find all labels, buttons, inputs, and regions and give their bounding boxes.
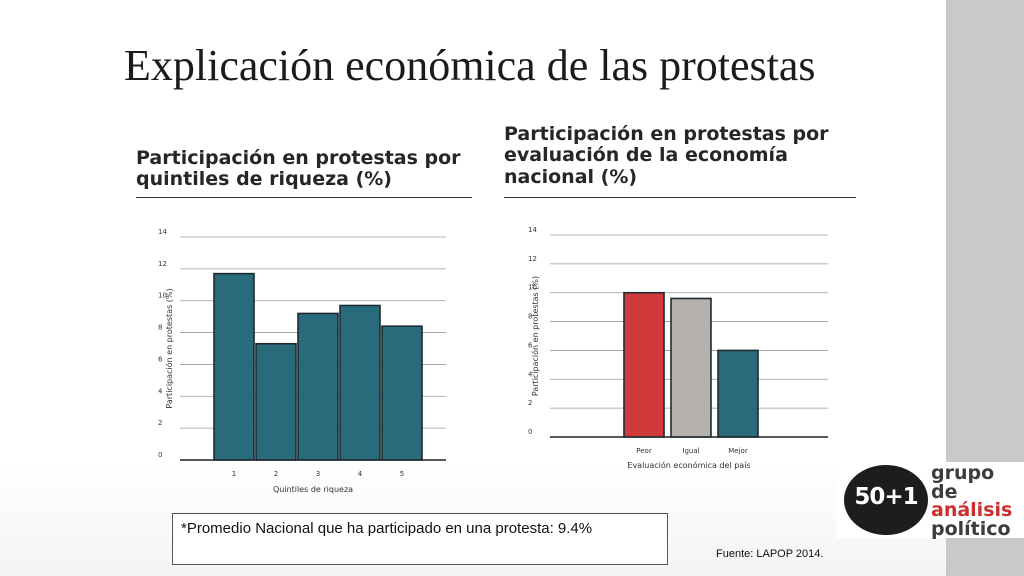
y-tick-label: 10 bbox=[528, 284, 537, 292]
y-tick-label: 4 bbox=[528, 370, 533, 378]
slide-background bbox=[0, 0, 946, 576]
y-tick-label: 0 bbox=[158, 451, 162, 459]
y-axis-label: Participación en protestas (%) bbox=[530, 276, 540, 396]
x-tick-label: Peor bbox=[636, 447, 652, 455]
y-axis-label: Participación en protestas (%) bbox=[164, 288, 174, 408]
chart-title-rule-wealth bbox=[136, 197, 472, 198]
y-tick-label: 12 bbox=[158, 260, 167, 268]
bar bbox=[297, 312, 339, 461]
bar bbox=[717, 349, 759, 438]
y-tick-label: 14 bbox=[158, 228, 167, 236]
x-tick-label: 3 bbox=[316, 470, 320, 478]
y-tick-label: 0 bbox=[528, 428, 532, 436]
y-tick-label: 6 bbox=[158, 355, 163, 363]
y-tick-label: 10 bbox=[158, 292, 167, 300]
national-average-note: *Promedio Nacional que ha participado en… bbox=[172, 513, 668, 565]
bar bbox=[381, 325, 423, 461]
y-tick-label: 8 bbox=[158, 324, 162, 332]
logo-number: 50+1 bbox=[854, 484, 918, 510]
bar bbox=[623, 291, 665, 438]
x-tick-label: 2 bbox=[274, 470, 278, 478]
source-label: Fuente: LAPOP 2014. bbox=[716, 548, 824, 560]
logo: 50+1 grupo de análisis político bbox=[836, 462, 1024, 538]
x-tick-label: 1 bbox=[232, 470, 236, 478]
y-tick-label: 4 bbox=[158, 387, 163, 395]
slide-title: Explicación económica de las protestas bbox=[124, 41, 816, 90]
chart-title-wealth: Participación en protestas por quintiles… bbox=[136, 147, 461, 191]
x-tick-label: 5 bbox=[400, 470, 404, 478]
x-axis-label: Evaluación económica del país bbox=[627, 460, 750, 470]
x-tick-label: 4 bbox=[358, 470, 363, 478]
bar bbox=[255, 342, 297, 461]
logo-line-1: grupo de bbox=[931, 462, 995, 503]
y-tick-label: 6 bbox=[528, 341, 533, 349]
bar bbox=[670, 297, 712, 438]
bar bbox=[213, 272, 255, 461]
logo-line-2: análisis bbox=[931, 499, 1013, 522]
chart-title-rule-economy bbox=[504, 197, 856, 198]
logo-wordmark: grupo de análisis político bbox=[931, 462, 1024, 540]
y-tick-label: 2 bbox=[528, 399, 532, 407]
y-tick-label: 12 bbox=[528, 255, 537, 263]
logo-disc bbox=[844, 465, 928, 535]
bar bbox=[339, 304, 381, 461]
logo-line-3: político bbox=[931, 517, 1011, 540]
x-tick-label: Igual bbox=[682, 447, 699, 455]
y-tick-label: 14 bbox=[528, 226, 537, 234]
x-axis-label: Quintiles de riqueza bbox=[273, 485, 353, 494]
chart-title-economy: Participación en protestas por evaluació… bbox=[504, 123, 829, 188]
y-tick-label: 8 bbox=[528, 313, 532, 321]
y-tick-label: 2 bbox=[158, 419, 162, 427]
chart-economy-evaluation: 0 2 4 6 8 10 12 14 Peor Igual Mejor Evaluación econ… bbox=[528, 226, 828, 470]
x-tick-label: Mejor bbox=[728, 447, 748, 455]
